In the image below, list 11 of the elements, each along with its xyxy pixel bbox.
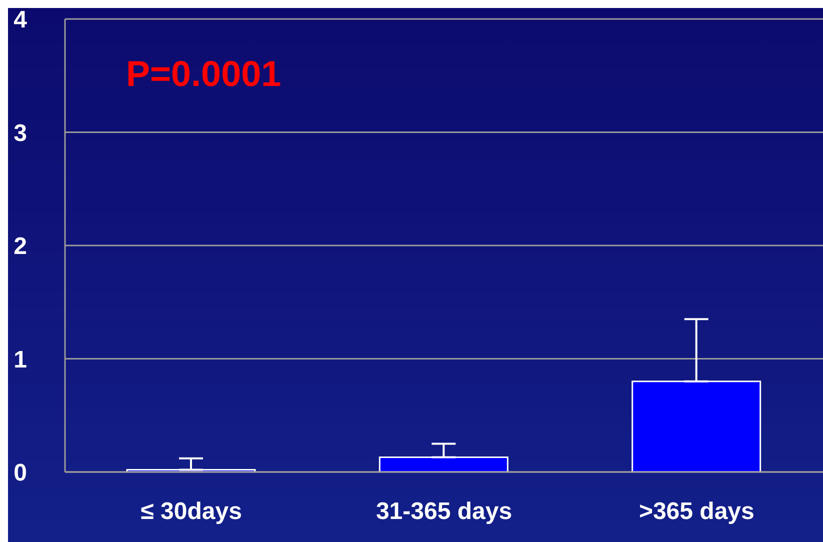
y-tick-label: 3 <box>14 120 27 147</box>
bar <box>378 456 508 472</box>
y-tick-label: 4 <box>14 6 28 34</box>
annotation: P=0.0001 <box>126 53 282 95</box>
x-tick-label: ≤ 30days <box>140 498 242 526</box>
y-tick-label: 1 <box>14 346 27 374</box>
bar <box>632 380 762 472</box>
x-tick-label: >365 days <box>638 498 754 526</box>
y-tick-label: 0 <box>14 460 27 487</box>
x-tick-label: 31-365 days <box>376 498 512 526</box>
y-tick-label: 2 <box>14 233 27 260</box>
